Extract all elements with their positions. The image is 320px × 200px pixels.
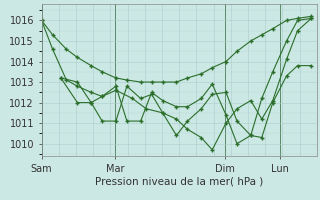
X-axis label: Pression niveau de la mer( hPa ): Pression niveau de la mer( hPa ) [95, 176, 263, 186]
